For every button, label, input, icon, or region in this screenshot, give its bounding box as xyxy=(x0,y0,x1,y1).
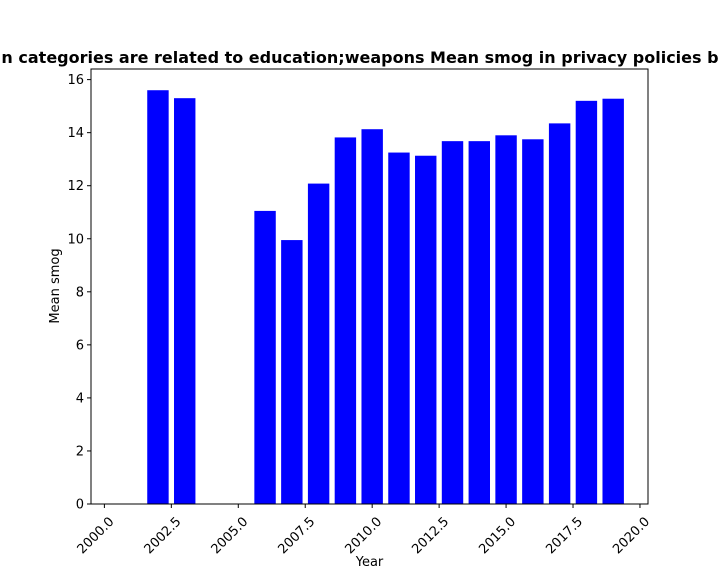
bar-2017 xyxy=(548,123,571,505)
x-axis-ticks: 2000.0 2002.5 2005.0 2007.5 2010.0 2012.5 2015… xyxy=(75,504,653,557)
y-tick-label: 10 xyxy=(67,232,84,247)
bar-2011 xyxy=(388,152,410,505)
x-tick-label: 2002.5 xyxy=(142,514,185,557)
bar-2014 xyxy=(468,141,490,504)
bar-2008 xyxy=(307,183,330,504)
x-tick-label: 2015.0 xyxy=(476,514,519,557)
bar-2009 xyxy=(334,137,357,504)
x-axis-label: Year xyxy=(355,555,384,570)
x-tick-label: 2012.5 xyxy=(409,514,452,557)
x-tick-label: 2010.0 xyxy=(342,514,385,557)
x-tick-label: 2000.0 xyxy=(75,514,118,557)
y-tick-label: 2 xyxy=(76,444,84,459)
x-tick-label: 2005.0 xyxy=(209,514,252,557)
bars-group xyxy=(147,90,624,505)
x-tick-label: 2017.5 xyxy=(543,514,586,557)
bar-2019 xyxy=(602,98,624,505)
y-tick-label: 14 xyxy=(67,126,84,141)
bar-2010 xyxy=(361,129,383,504)
bar-2015 xyxy=(495,135,517,504)
plot-area-frame xyxy=(90,68,649,505)
bar-2006 xyxy=(254,210,276,504)
chart-title: n categories are related to education;we… xyxy=(1,48,718,67)
bar-2016 xyxy=(522,139,544,505)
y-tick-label: 4 xyxy=(76,391,84,406)
y-axis-ticks: 0 2 4 6 8 10 12 14 16 xyxy=(67,73,91,513)
bar-2007 xyxy=(281,240,303,504)
y-tick-label: 8 xyxy=(76,285,84,300)
x-tick-label: 2007.5 xyxy=(275,514,318,557)
y-axis-label: Mean smog xyxy=(48,248,63,323)
bar-2003 xyxy=(174,98,196,505)
bar-2012 xyxy=(415,155,437,505)
y-tick-label: 12 xyxy=(67,179,84,194)
y-tick-label: 16 xyxy=(67,73,84,88)
x-tick-label: 2020.0 xyxy=(610,514,653,557)
y-tick-label: 6 xyxy=(76,338,84,353)
bar-2013 xyxy=(441,141,464,504)
bar-2002 xyxy=(147,90,169,504)
bar-2018 xyxy=(575,100,598,504)
y-tick-label: 0 xyxy=(76,498,84,513)
